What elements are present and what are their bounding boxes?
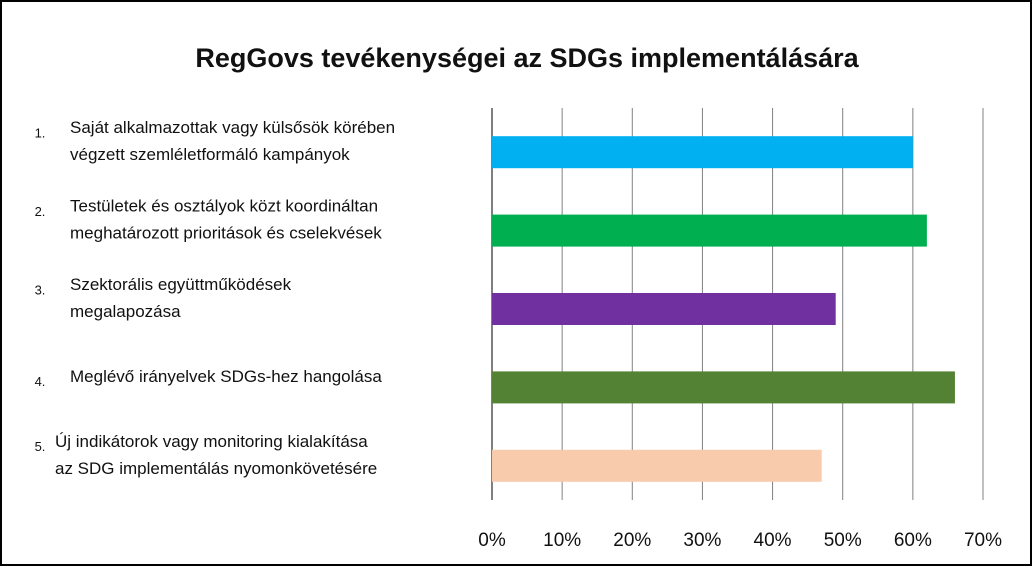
bar (492, 371, 955, 404)
category-label: Meglévő irányelvek SDGs-hez hangolása (70, 367, 382, 386)
category-label: megalapozása (70, 302, 181, 321)
x-tick-label: 0% (478, 530, 506, 551)
category-number: 5. (35, 439, 46, 454)
category-number: 1. (35, 126, 46, 141)
bar (492, 293, 836, 325)
category-number: 2. (35, 204, 46, 219)
x-tick-label: 10% (543, 530, 581, 551)
category-label: az SDG implementálás nyomonkövetésére (55, 459, 377, 478)
category-number: 4. (35, 374, 46, 389)
category-label: Új indikátorok vagy monitoring kialakítá… (55, 432, 368, 451)
category-label: végzett szemléletformáló kampányok (70, 145, 350, 164)
x-tick-label: 30% (683, 530, 721, 551)
bar (492, 136, 913, 169)
bar (492, 449, 822, 482)
x-tick-label: 20% (613, 530, 651, 551)
x-tick-label: 60% (894, 530, 932, 551)
x-tick-label: 70% (964, 530, 1002, 551)
category-number: 3. (35, 282, 46, 297)
bar (492, 214, 927, 247)
category-label: Testületek és osztályok közt koordinálta… (70, 197, 378, 216)
x-tick-label: 50% (824, 530, 862, 551)
category-label: meghatározott prioritások és cselekvések (70, 224, 382, 243)
chart-title: RegGovs tevékenységei az SDGs implementá… (195, 43, 859, 73)
x-tick-label: 40% (754, 530, 792, 551)
category-label: Szektorális együttműködések (70, 275, 292, 294)
category-label: Saját alkalmazottak vagy külsősök körébe… (70, 118, 395, 137)
